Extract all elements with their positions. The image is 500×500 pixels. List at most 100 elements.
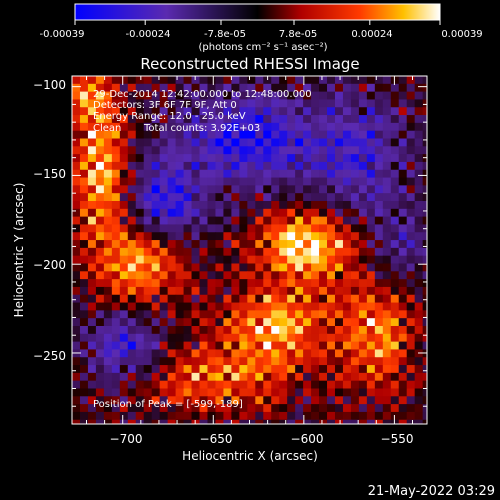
heatmap-cell xyxy=(183,271,193,280)
heatmap-cell xyxy=(151,404,161,413)
heatmap-cell xyxy=(103,91,113,101)
heatmap-cell xyxy=(334,255,344,265)
heatmap-cell xyxy=(358,365,368,374)
heatmap-cell xyxy=(358,154,368,163)
heatmap-cell xyxy=(191,318,201,327)
heatmap-cell xyxy=(382,310,392,319)
heatmap-cell xyxy=(366,115,376,124)
heatmap-cell xyxy=(374,208,384,218)
heatmap-cell xyxy=(175,271,185,280)
heatmap-cell xyxy=(199,396,209,405)
heatmap-cell xyxy=(406,161,416,171)
heatmap-cell xyxy=(87,91,97,101)
heatmap-cell xyxy=(350,302,360,311)
heatmap-cell xyxy=(175,396,185,405)
heatmap-cell xyxy=(358,83,368,93)
heatmap-cell xyxy=(231,76,240,85)
heatmap-cell xyxy=(255,107,264,116)
heatmap-cell xyxy=(239,224,248,233)
heatmap-cell xyxy=(159,388,169,397)
heatmap-cell xyxy=(207,310,217,319)
heatmap-cell xyxy=(223,325,232,335)
heatmap-cell xyxy=(72,232,81,241)
heatmap-cell xyxy=(334,263,344,272)
heatmap-cell xyxy=(135,349,145,358)
heatmap-cell xyxy=(215,208,225,218)
heatmap-cell xyxy=(87,411,97,421)
heatmap-cell xyxy=(199,349,209,358)
heatmap-cell xyxy=(358,372,368,382)
heatmap-cell xyxy=(223,318,232,327)
heatmap-cell xyxy=(327,130,336,140)
heatmap-cell xyxy=(223,208,232,218)
heatmap-cell xyxy=(422,115,427,124)
heatmap-cell xyxy=(271,294,280,304)
heatmap-cell xyxy=(398,404,408,413)
heatmap-cell xyxy=(303,404,312,413)
heatmap-cell xyxy=(390,122,400,132)
heatmap-cell xyxy=(95,341,105,351)
heatmap-cell xyxy=(374,255,384,265)
heatmap-cell xyxy=(135,372,145,382)
heatmap-cell xyxy=(135,388,145,397)
heatmap-cell xyxy=(279,83,288,93)
heatmap-cell xyxy=(183,372,193,382)
heatmap-cell xyxy=(414,216,424,226)
heatmap-cell xyxy=(279,91,288,101)
heatmap-cell xyxy=(111,201,121,210)
heatmap-cell xyxy=(303,193,312,202)
heatmap-cell xyxy=(271,91,280,101)
heatmap-cell xyxy=(334,216,344,226)
heatmap-cell xyxy=(311,232,320,241)
heatmap-cell xyxy=(175,130,185,140)
heatmap-cell xyxy=(167,201,177,210)
heatmap-cell xyxy=(247,318,256,327)
heatmap-cell xyxy=(382,263,392,272)
heatmap-cell xyxy=(295,83,304,93)
heatmap-cell xyxy=(327,76,336,85)
heatmap-cell xyxy=(159,318,169,327)
heatmap-cell xyxy=(199,130,209,140)
heatmap-cell xyxy=(127,404,137,413)
heatmap-cell xyxy=(390,107,400,116)
heatmap-cell xyxy=(239,286,248,296)
heatmap-cell xyxy=(255,365,264,374)
heatmap-cell xyxy=(398,263,408,272)
heatmap-cell xyxy=(390,161,400,171)
heatmap-cell xyxy=(358,232,368,241)
heatmap-cell xyxy=(358,130,368,140)
colorbar-ticks xyxy=(74,20,441,25)
heatmap-cell xyxy=(374,177,384,186)
heatmap-cell xyxy=(199,255,209,265)
heatmap-cell xyxy=(143,146,153,155)
heatmap-cell xyxy=(406,333,416,343)
heatmap-cell xyxy=(72,411,81,421)
heatmap-cell xyxy=(303,240,312,249)
heatmap-cell xyxy=(127,224,137,233)
heatmap-cell xyxy=(350,255,360,265)
heatmap-cell xyxy=(311,240,320,249)
heatmap-cell xyxy=(255,224,264,233)
heatmap-cell xyxy=(159,325,169,335)
heatmap-cell xyxy=(263,201,272,210)
heatmap-cell xyxy=(295,99,304,108)
heatmap-cell xyxy=(374,91,384,101)
heatmap-cell xyxy=(350,146,360,155)
heatmap-cell xyxy=(374,107,384,116)
heatmap-cell xyxy=(422,247,427,257)
heatmap-cell xyxy=(215,419,225,424)
heatmap-cell xyxy=(414,154,424,163)
heatmap-cell xyxy=(414,99,424,108)
heatmap-cell xyxy=(374,333,384,343)
heatmap-cell xyxy=(231,263,240,272)
heatmap-cell xyxy=(167,232,177,241)
heatmap-cell xyxy=(287,279,296,288)
heatmap-cell xyxy=(95,411,105,421)
heatmap-cell xyxy=(72,404,81,413)
heatmap-cell xyxy=(319,154,328,163)
heatmap-cell xyxy=(422,193,427,202)
heatmap-cell xyxy=(398,146,408,155)
heatmap-cell xyxy=(295,318,304,327)
heatmap-cell xyxy=(406,279,416,288)
heatmap-cell xyxy=(87,263,97,272)
